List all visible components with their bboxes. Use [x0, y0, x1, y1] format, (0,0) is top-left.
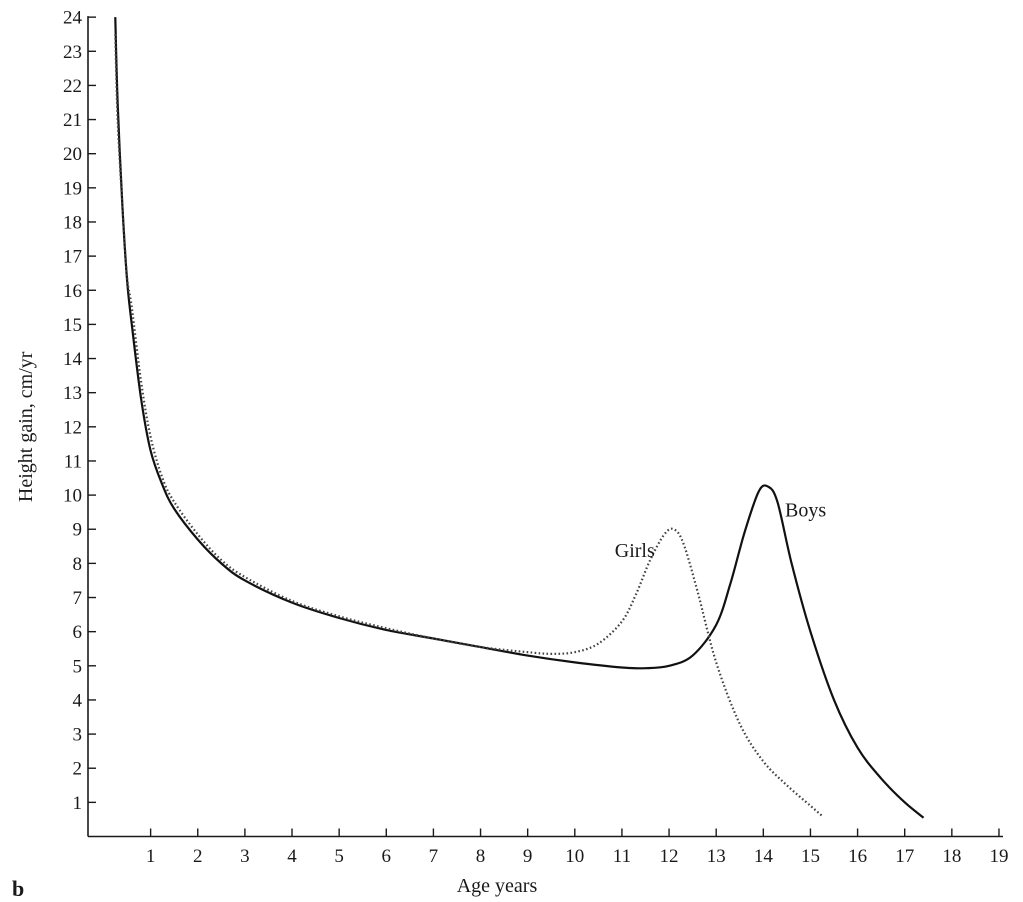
y-tick-label: 10	[63, 486, 82, 507]
labels-layer: Age years Height gain, cm/yr b Boys Girls	[12, 351, 826, 901]
y-tick-label: 22	[63, 76, 82, 97]
boys-series-label: Boys	[785, 500, 826, 522]
y-tick-label: 11	[64, 451, 82, 472]
y-tick-label: 4	[73, 690, 83, 711]
x-tick-label: 17	[895, 846, 914, 867]
y-tick-label: 18	[63, 212, 82, 233]
y-tick-label: 17	[63, 247, 82, 268]
y-tick-label: 5	[73, 656, 83, 677]
girls-series-line	[114, 34, 823, 817]
x-tick-label: 11	[613, 846, 631, 867]
x-tick-label: 2	[193, 846, 203, 867]
y-axis-title: Height gain, cm/yr	[15, 351, 37, 502]
y-tick-label: 13	[63, 383, 82, 404]
x-tick-label: 3	[240, 846, 250, 867]
x-tick-label: 19	[989, 846, 1008, 867]
series-layer	[114, 17, 925, 819]
x-tick-label: 7	[429, 846, 439, 867]
y-tick-label: 6	[73, 622, 83, 643]
panel-label: b	[12, 876, 24, 901]
x-tick-label: 1	[146, 846, 156, 867]
x-tick-label: 18	[942, 846, 961, 867]
x-tick-label: 4	[287, 846, 297, 867]
y-tick-label: 23	[63, 42, 82, 63]
y-tick-label: 12	[63, 417, 82, 438]
y-tick-label: 15	[63, 315, 82, 336]
y-tick-label: 8	[73, 554, 83, 575]
y-tick-label: 7	[73, 588, 83, 609]
axes: 123456789101112131415161718192021222324 …	[63, 8, 1008, 867]
y-tick-label: 24	[63, 8, 83, 29]
y-tick-label: 19	[63, 178, 82, 199]
x-tick-label: 12	[660, 846, 679, 867]
x-tick-label: 9	[523, 846, 533, 867]
x-tick-label: 5	[334, 846, 344, 867]
x-tick-label: 14	[754, 846, 774, 867]
x-axis-ticks: 1 2 3 4 5 6 7 8 9 10 11 12 13 14 15 16 17 18 19	[146, 828, 1008, 867]
y-tick-label: 21	[63, 110, 82, 131]
x-tick-label: 6	[382, 846, 392, 867]
x-tick-label: 16	[848, 846, 867, 867]
boys-series-line	[114, 17, 925, 819]
x-tick-label: 8	[476, 846, 486, 867]
y-tick-label: 20	[63, 144, 82, 165]
y-tick-label: 14	[63, 349, 83, 370]
x-tick-label: 13	[707, 846, 726, 867]
x-tick-label: 15	[801, 846, 820, 867]
y-tick-label: 2	[73, 759, 83, 780]
girls-series-label: Girls	[615, 540, 655, 562]
y-tick-label: 3	[73, 725, 83, 746]
y-tick-label: 9	[73, 520, 83, 541]
y-tick-label: 1	[73, 793, 83, 814]
x-tick-label: 10	[565, 846, 584, 867]
y-tick-label: 16	[63, 281, 82, 302]
x-axis-title: Age years	[457, 875, 538, 897]
